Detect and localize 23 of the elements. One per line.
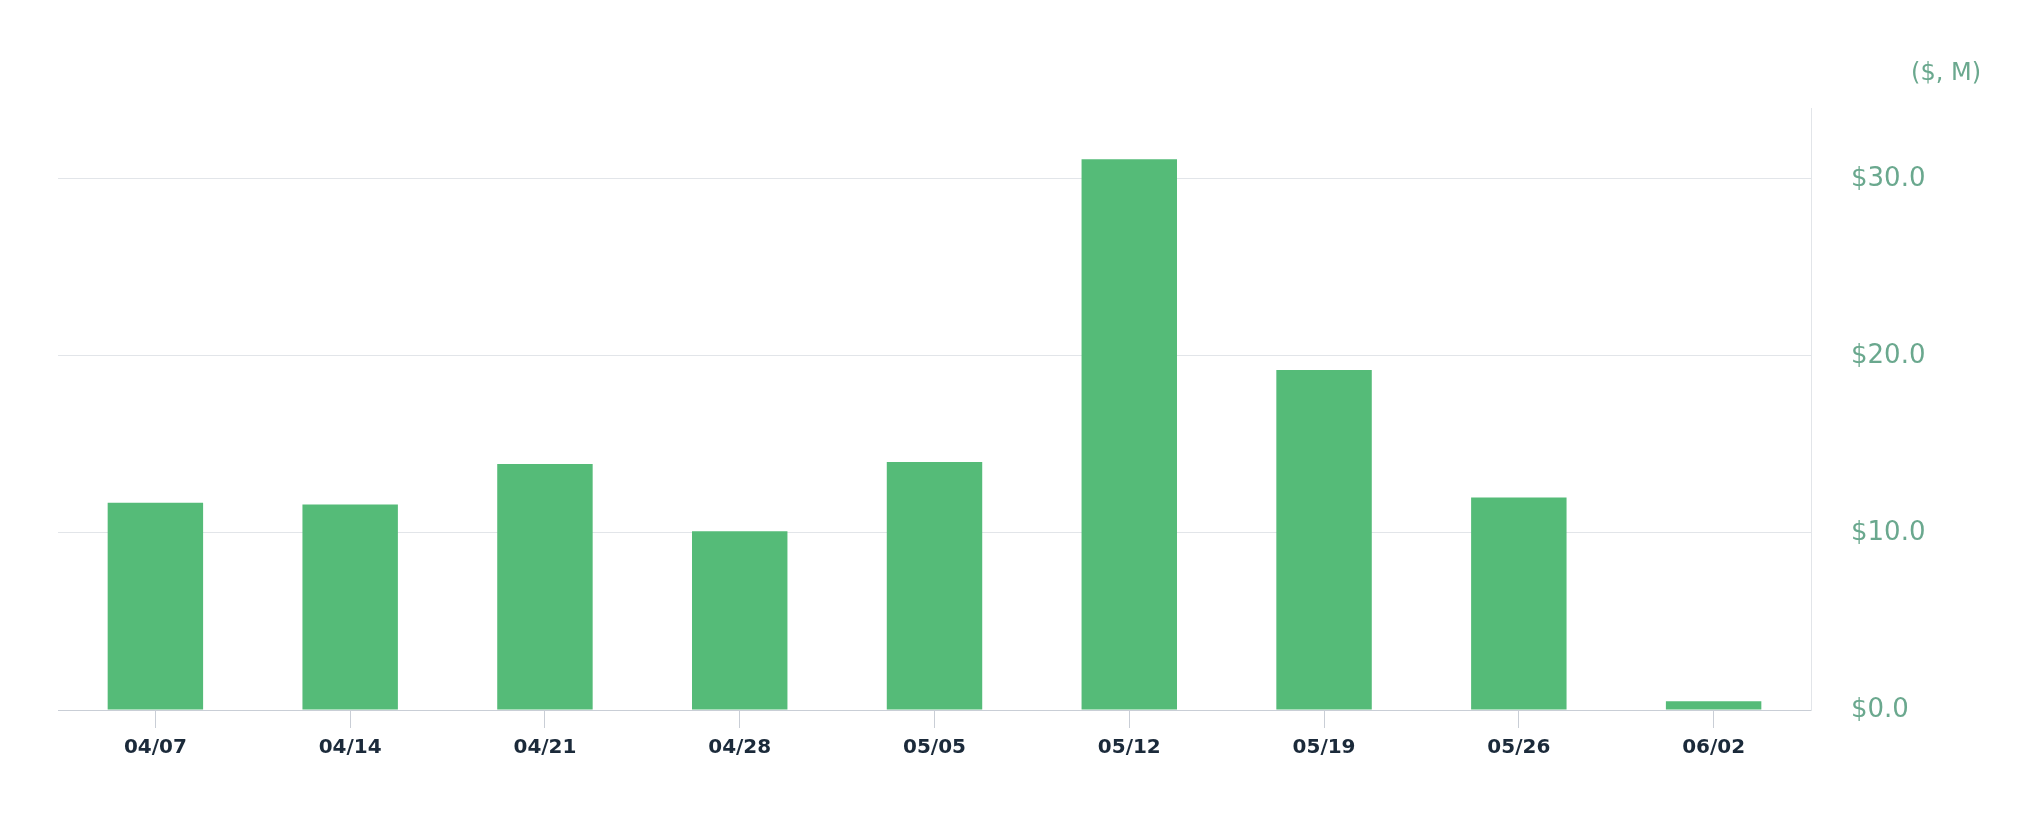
bar	[1081, 159, 1177, 710]
y-tick-label: $0.0	[1851, 692, 1909, 723]
bar	[1276, 370, 1372, 710]
bar	[886, 462, 983, 710]
x-tick-label: 04/07	[123, 734, 187, 759]
x-tick-label: 05/26	[1487, 734, 1551, 759]
x-tick-label: 04/28	[708, 734, 772, 759]
y-tick-label: $10.0	[1851, 515, 1926, 546]
x-tick-label: 04/14	[318, 734, 382, 759]
y-axis-title: ($, M)	[1911, 58, 1981, 87]
bar	[1471, 497, 1567, 710]
y-tick-label: $20.0	[1851, 338, 1926, 369]
x-tick-label: 06/02	[1682, 734, 1746, 759]
x-tick-label: 05/19	[1292, 734, 1356, 759]
bar	[692, 531, 788, 710]
bar	[1665, 701, 1762, 710]
bar	[107, 502, 204, 710]
x-tick-label: 05/12	[1097, 734, 1161, 759]
bar	[497, 463, 593, 710]
x-tick-label: 05/05	[903, 734, 966, 759]
y-tick-label: $30.0	[1851, 161, 1926, 192]
bar	[302, 504, 398, 710]
x-tick-label: 04/21	[513, 734, 577, 759]
